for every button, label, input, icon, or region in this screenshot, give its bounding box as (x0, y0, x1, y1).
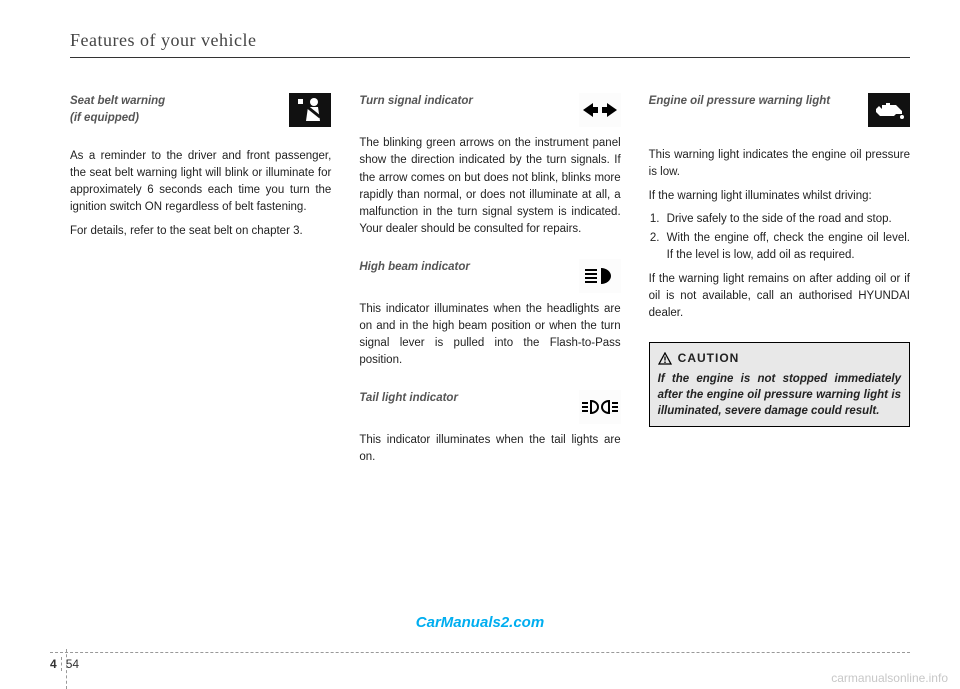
oil-pressure-title: Engine oil pressure warning light (649, 93, 868, 110)
seat-belt-p2: For details, refer to the seat belt on c… (70, 223, 331, 240)
oil-step-2: With the engine off, check the engine oi… (663, 230, 910, 265)
oil-step-1: Drive safely to the side of the road and… (663, 211, 910, 228)
content-columns: Seat belt warning (if equipped) As a rem… (70, 93, 910, 486)
turn-signal-title: Turn signal indicator (359, 93, 578, 110)
chapter-number: 4 (50, 657, 62, 671)
caution-label: CAUTION (678, 349, 740, 367)
seat-belt-section: Seat belt warning (if equipped) As a rem… (70, 93, 331, 240)
seat-belt-icon (289, 93, 331, 127)
page-number: 4 54 (50, 657, 910, 671)
page-footer: 4 54 (50, 652, 910, 671)
caution-title-row: CAUTION (658, 349, 901, 367)
page-no: 54 (62, 657, 79, 671)
oil-steps: Drive safely to the side of the road and… (649, 211, 910, 265)
turn-signal-icon (579, 93, 621, 127)
seat-belt-p1: As a reminder to the driver and front pa… (70, 148, 331, 217)
high-beam-p1: This indicator illuminates when the head… (359, 301, 620, 370)
oil-p2: If the warning light illuminates whilst … (649, 188, 910, 205)
footer-vline (66, 649, 67, 689)
tail-light-icon (579, 390, 621, 424)
oil-p3: If the warning light remains on after ad… (649, 271, 910, 323)
caution-box: CAUTION If the engine is not stopped imm… (649, 342, 910, 426)
column-1: Seat belt warning (if equipped) As a rem… (70, 93, 331, 486)
seat-belt-title: Seat belt warning (if equipped) (70, 93, 289, 128)
column-2: Turn signal indicator The blinking green… (359, 93, 620, 486)
turn-signal-p1: The blinking green arrows on the instrum… (359, 135, 620, 239)
oil-p1: This warning light indicates the engine … (649, 147, 910, 182)
column-3: Engine oil pressure warning light This w… (649, 93, 910, 486)
tail-light-section: Tail light indicator (359, 390, 620, 467)
high-beam-section: High beam indicator This indicator illum… (359, 259, 620, 370)
high-beam-title: High beam indicator (359, 259, 578, 276)
page-header: Features of your vehicle (70, 30, 910, 58)
watermark-carmanuals2: CarManuals2.com (0, 614, 960, 631)
high-beam-icon (579, 259, 621, 293)
tail-light-p1: This indicator illuminates when the tail… (359, 432, 620, 467)
watermark-carmanualsonline: carmanualsonline.info (831, 671, 948, 685)
tail-light-title: Tail light indicator (359, 390, 578, 407)
oil-pressure-section: Engine oil pressure warning light This w… (649, 93, 910, 322)
caution-body: If the engine is not stopped immediately… (658, 371, 901, 419)
warning-triangle-icon (658, 352, 672, 365)
turn-signal-section: Turn signal indicator The blinking green… (359, 93, 620, 239)
oil-pressure-icon (868, 93, 910, 127)
